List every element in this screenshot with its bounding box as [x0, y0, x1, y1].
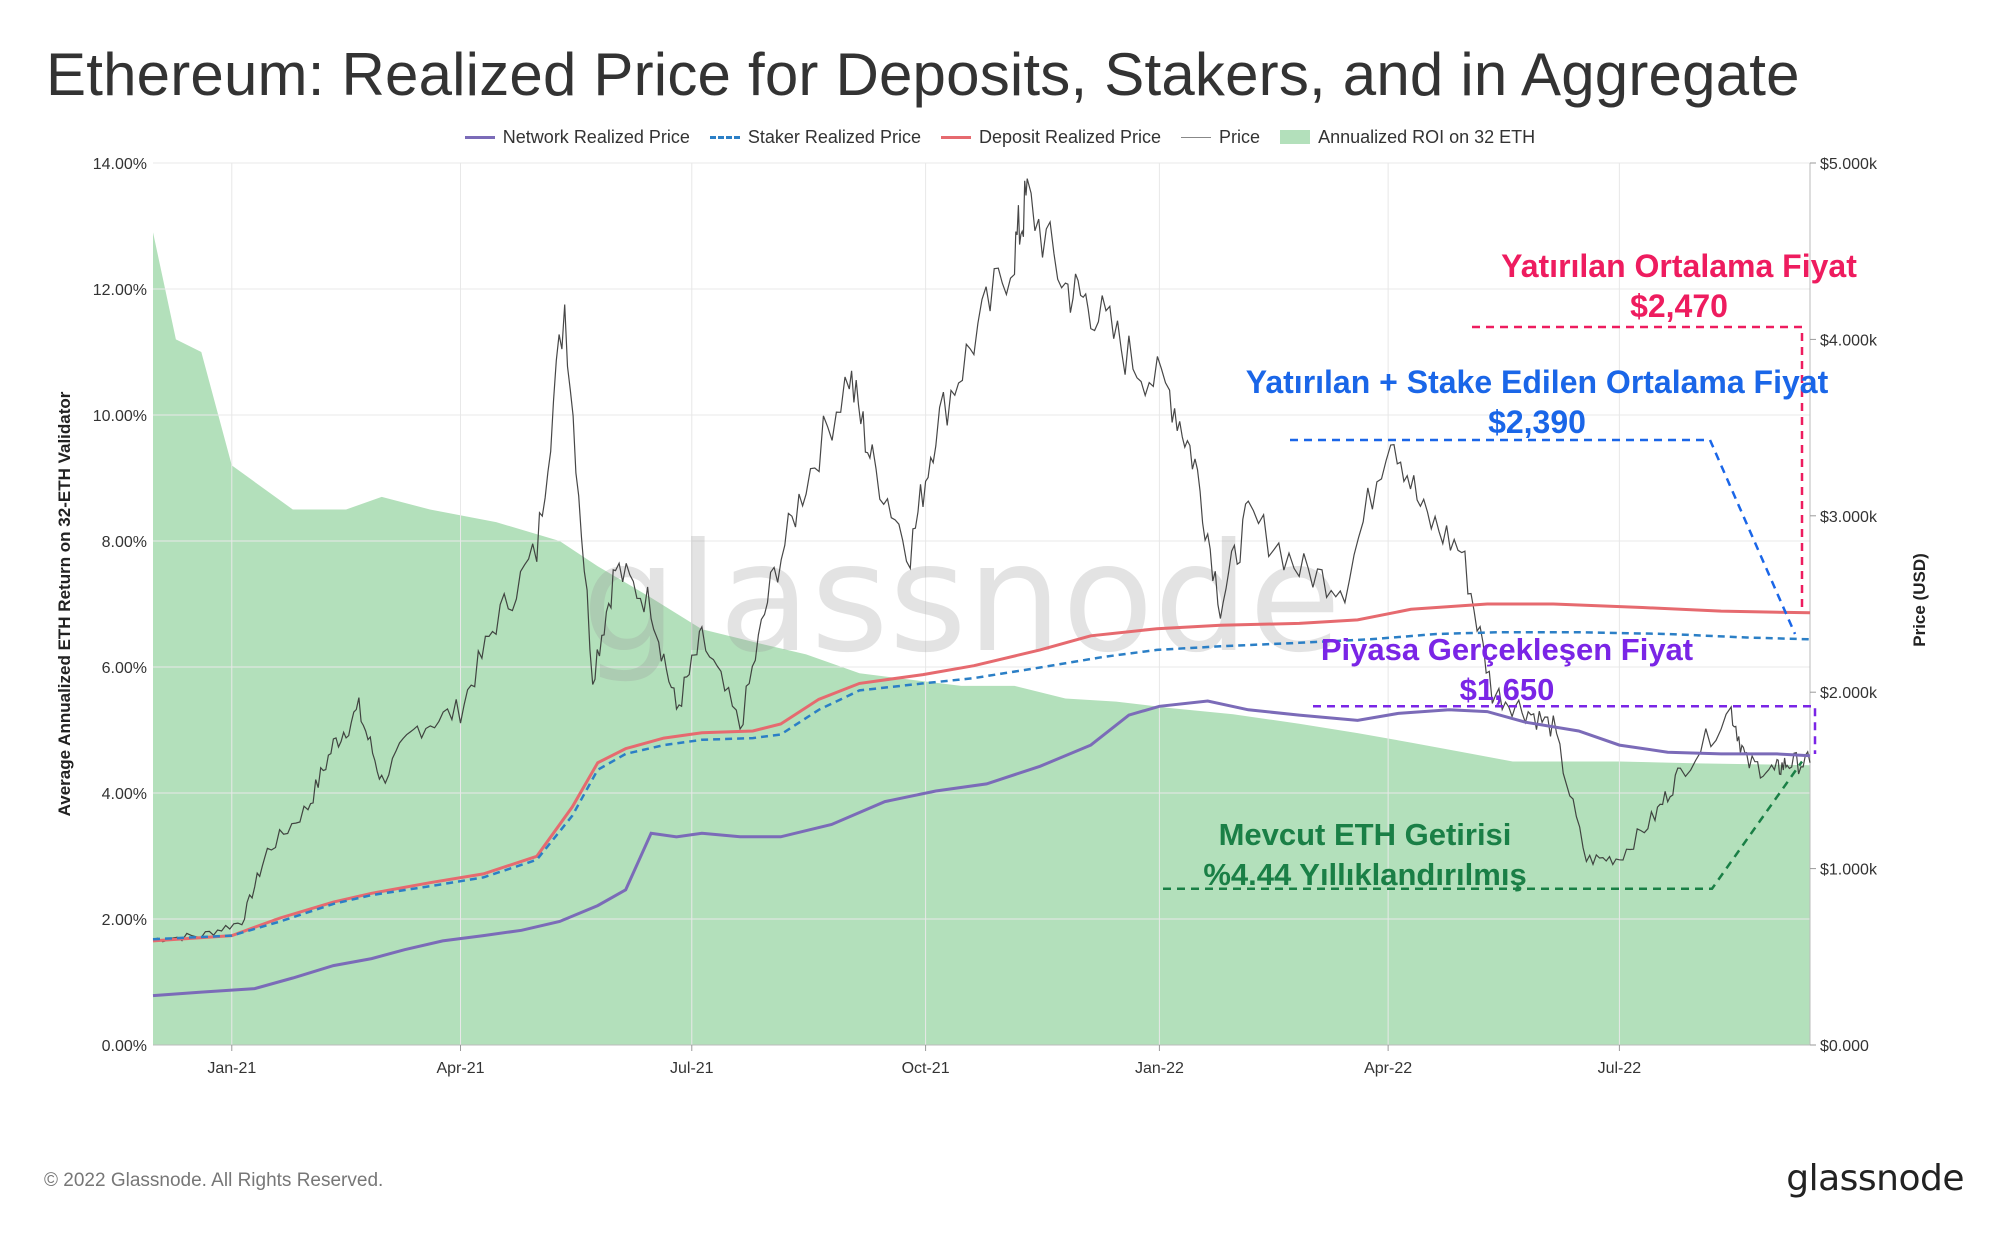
legend-swatch-deposit — [940, 135, 971, 139]
y-right-tick-label: $1.000k — [1820, 862, 1878, 879]
y-right-tick-label: $3.000k — [1820, 509, 1878, 526]
legend-swatch-network — [464, 135, 495, 139]
chart-title: Ethereum: Realized Price for Deposits, S… — [46, 41, 1800, 108]
annotation-roi-value: %4.44 Yıllıklandırılmış — [1203, 857, 1526, 892]
x-tick-label: Jul-21 — [670, 1060, 714, 1077]
x-tick-label: Apr-22 — [1364, 1060, 1412, 1077]
x-tick-label: Jul-22 — [1598, 1060, 1642, 1077]
y-left-axis-title: Average Annualized ETH Return on 32-ETH … — [55, 391, 74, 816]
legend-label: Deposit Realized Price — [978, 126, 1162, 147]
annotation-deposit-label: Yatırılan Ortalama Fiyat — [1501, 248, 1857, 284]
x-tick-label: Jan-21 — [207, 1060, 256, 1077]
y-left-tick-label: 2.00% — [102, 912, 147, 929]
copyright-footer: © 2022 Glassnode. All Rights Reserved. — [44, 1170, 384, 1191]
annotation-market-label: Piyasa Gerçekleşen Fiyat — [1321, 632, 1693, 667]
series-roi-area — [153, 232, 1810, 1046]
legend-swatch-roi — [1280, 130, 1311, 144]
y-right-tick-label: $5.000k — [1820, 156, 1878, 173]
y-left-tick-label: 10.00% — [93, 408, 147, 425]
legend-swatch-staker — [709, 135, 740, 139]
legend-item-staker-realized-price[interactable]: Staker Realized Price — [709, 126, 921, 148]
y-right-tick-label: $0.000 — [1820, 1038, 1869, 1055]
legend-label: Annualized ROI on 32 ETH — [1318, 126, 1536, 147]
legend-swatch-price — [1181, 136, 1212, 138]
annotation-deposit-value: $2,470 — [1630, 288, 1728, 324]
x-tick-label: Apr-21 — [436, 1060, 484, 1077]
glassnode-logo: glassnode — [1786, 1158, 1964, 1199]
series-network-realized-price — [152, 699, 1811, 998]
annotation-staker-leader — [1290, 438, 1797, 635]
annotation-staker-value: $2,390 — [1488, 404, 1586, 440]
series-staker-realized-price — [152, 630, 1811, 941]
annotation-staker-label: Yatırılan + Stake Edilen Ortalama Fiyat — [1246, 364, 1829, 400]
y-left-tick-label: 14.00% — [93, 156, 147, 173]
annotation-market-value: $1,650 — [1460, 672, 1555, 707]
chart-legend: Network Realized Price Staker Realized P… — [0, 124, 2000, 150]
legend-label: Price — [1219, 126, 1261, 147]
annotation-market-leader — [1313, 705, 1817, 754]
y-left-tick-label: 0.00% — [102, 1038, 147, 1055]
y-left-tick-label: 6.00% — [102, 660, 147, 677]
legend-item-price[interactable]: Price — [1181, 127, 1260, 148]
y-right-axis-title: Price (USD) — [1910, 553, 1929, 647]
y-left-tick-label: 8.00% — [102, 534, 147, 551]
legend-label: Network Realized Price — [502, 126, 690, 147]
y-left-tick-label: 12.00% — [93, 282, 147, 299]
y-left-tick-label: 4.00% — [102, 786, 147, 803]
legend-item-annualized-roi[interactable]: Annualized ROI on 32 ETH — [1280, 127, 1535, 148]
legend-item-network-realized-price[interactable]: Network Realized Price — [464, 126, 690, 148]
x-tick-label: Jan-22 — [1135, 1060, 1184, 1077]
y-right-tick-label: $2.000k — [1820, 685, 1878, 702]
annotation-roi-label: Mevcut ETH Getirisi — [1219, 817, 1512, 852]
legend-item-deposit-realized-price[interactable]: Deposit Realized Price — [940, 126, 1162, 148]
y-right-tick-label: $4.000k — [1820, 332, 1878, 349]
legend-label: Staker Realized Price — [747, 126, 921, 147]
annotation-roi-leader — [1163, 760, 1804, 891]
series-deposit-realized-price — [152, 602, 1811, 943]
annotation-deposit-leader — [1472, 325, 1804, 613]
series-price-line — [152, 178, 1811, 943]
watermark: glassnode — [582, 512, 1341, 686]
x-tick-label: Oct-21 — [902, 1060, 950, 1077]
